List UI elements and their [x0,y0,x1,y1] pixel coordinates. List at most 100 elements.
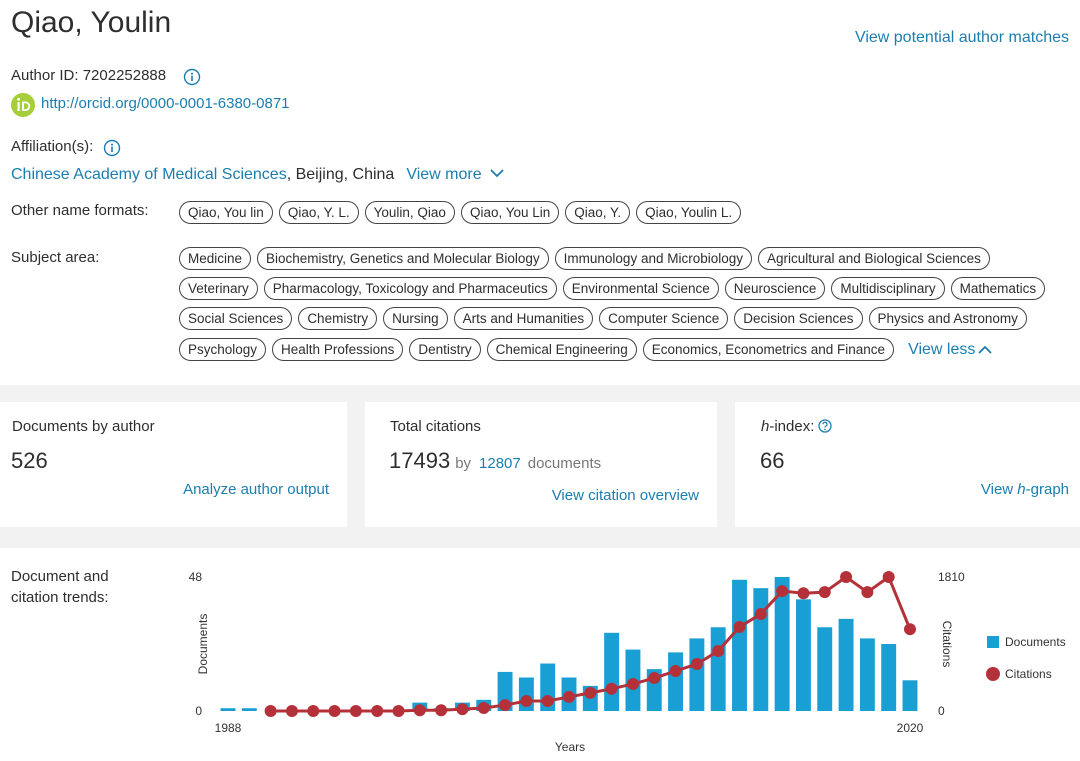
analyze-link[interactable]: Analyze author output [183,481,329,498]
bar [881,644,897,711]
hgraph-suffix[interactable]: -graph [1025,481,1069,498]
subject-chip[interactable]: Veterinary [179,277,258,300]
citation-point [520,695,533,708]
subject-chip[interactable]: Psychology [179,338,267,361]
subject-chip[interactable]: Mathematics [950,277,1046,300]
name-format-chip[interactable]: Qiao, Y. [565,201,631,224]
bar [668,652,684,711]
hgraph-italic[interactable]: h [1017,481,1026,498]
citation-point [477,702,490,715]
author-id: Author ID: 7202252888 [11,67,167,84]
x-tick-label: 1988 [215,721,242,735]
name-format-chip[interactable]: Qiao, You Lin [460,201,560,224]
citation-point [733,620,746,633]
subject-chip[interactable]: Environmental Science [562,277,719,300]
name-formats-label: Other name formats: [11,202,149,219]
hgraph-prefix[interactable]: View [980,481,1018,498]
documents-count-link[interactable]: 12807 [479,455,521,472]
y-tick-label: 48 [189,570,203,584]
hindex-card: h-index: 66 View h-graph [735,402,1080,527]
subject-chip[interactable]: Chemical Engineering [486,338,637,361]
citation-point [349,705,362,717]
citation-point [435,704,448,717]
citation-point [861,586,874,599]
name-format-chip[interactable]: Youlin, Qiao [364,201,455,224]
view-more-link[interactable]: View more [406,166,482,183]
affiliation-link[interactable]: Chinese Academy of Medical Sciences [11,166,287,183]
citation-point [541,695,554,708]
subject-chip[interactable]: Economics, Econometrics and Finance [642,338,895,361]
trend-chart: 0 48 0 1810 1988 2020 Years Documents Citations D… [189,570,1066,754]
metric-label-row: h-index: [761,418,833,435]
name-format-chip[interactable]: Qiao, You lin [179,201,273,224]
hgraph-link[interactable]: View h-graph [981,481,1069,498]
subject-chip[interactable]: Decision Sciences [734,307,863,330]
documents-card: Documents by author 526 Analyze author o… [0,402,347,527]
subject-chip[interactable]: Chemistry [298,307,378,330]
documents-suffix: documents [527,455,602,472]
citation-point [413,704,426,717]
legend-label: Documents [1005,635,1066,649]
y2-tick-label: 1810 [938,570,965,584]
x-axis-label: Years [555,740,585,754]
subject-chip[interactable]: Arts and Humanities [453,307,594,330]
citation-point [882,571,895,583]
subject-chip[interactable]: Physics and Astronomy [868,307,1027,330]
h-italic: h [761,418,770,435]
subject-chip[interactable]: Health Professions [272,338,404,361]
info-icon[interactable] [103,139,121,157]
chip-row: Qiao, You lin Qiao, Y. L. Youlin, Qiao Qiao… [179,201,742,224]
legend-swatch [987,636,999,648]
subject-chip[interactable]: Neuroscience [724,277,826,300]
citation-point [584,686,597,699]
metric-label: Documents by author [12,418,155,435]
citation-point [669,665,682,678]
orcid-link[interactable]: http://orcid.org/0000-0001-6380-0871 [41,95,290,112]
citation-point [392,705,405,717]
view-less-link[interactable]: View less [908,340,976,358]
citation-point [307,705,320,717]
subject-chip[interactable]: Agricultural and Biological Sciences [758,247,990,270]
metric-label: Total citations [390,418,481,435]
subject-chip[interactable]: Immunology and Microbiology [554,247,752,270]
citation-overview-link[interactable]: View citation overview [551,487,699,504]
citation-point [754,608,767,621]
citation-point [499,699,512,712]
subject-chip[interactable]: Computer Science [599,307,729,330]
subject-chip[interactable]: Biochemistry, Genetics and Molecular Bio… [257,247,549,270]
citation-point [818,586,831,599]
help-icon[interactable] [818,419,833,433]
metric-value: 17493 [389,448,451,473]
info-icon[interactable] [183,68,201,86]
subject-chip[interactable]: Nursing [383,307,448,330]
y2-tick-label: 0 [938,704,945,718]
trends-label: Document and citation trends: [11,568,109,606]
affiliation-label: Affiliation(s): [11,138,94,155]
subject-chip[interactable]: Medicine [179,247,252,270]
citation-point [563,690,575,703]
bar [817,627,833,711]
bar [774,577,790,711]
bar [710,627,726,711]
citation-point [456,703,469,716]
metric-value: 526 [11,448,48,473]
bar [241,708,257,711]
subject-chip[interactable]: Multidisciplinary [831,277,945,300]
chevron-down[interactable] [488,167,506,179]
bar [220,708,236,711]
metric-value: 66 [760,448,785,473]
subject-chip[interactable]: Social Sciences [179,307,293,330]
name-format-chip[interactable]: Qiao, Y. L. [278,201,359,224]
potential-matches-link[interactable]: View potential author matches [854,29,1069,46]
name-format-chip[interactable]: Qiao, Youlin L. [636,201,742,224]
subject-chip[interactable]: Dentistry [409,338,481,361]
chevron-up[interactable] [977,344,993,356]
subject-chip[interactable]: Pharmacology, Toxicology and Pharmaceuti… [263,277,557,300]
citation-point [328,705,341,717]
affiliation-location: , Beijing, China [286,166,395,183]
bar [795,599,811,711]
y2-axis-label: Citations [940,621,954,668]
by-text: by [455,455,472,472]
citation-point [712,645,725,658]
